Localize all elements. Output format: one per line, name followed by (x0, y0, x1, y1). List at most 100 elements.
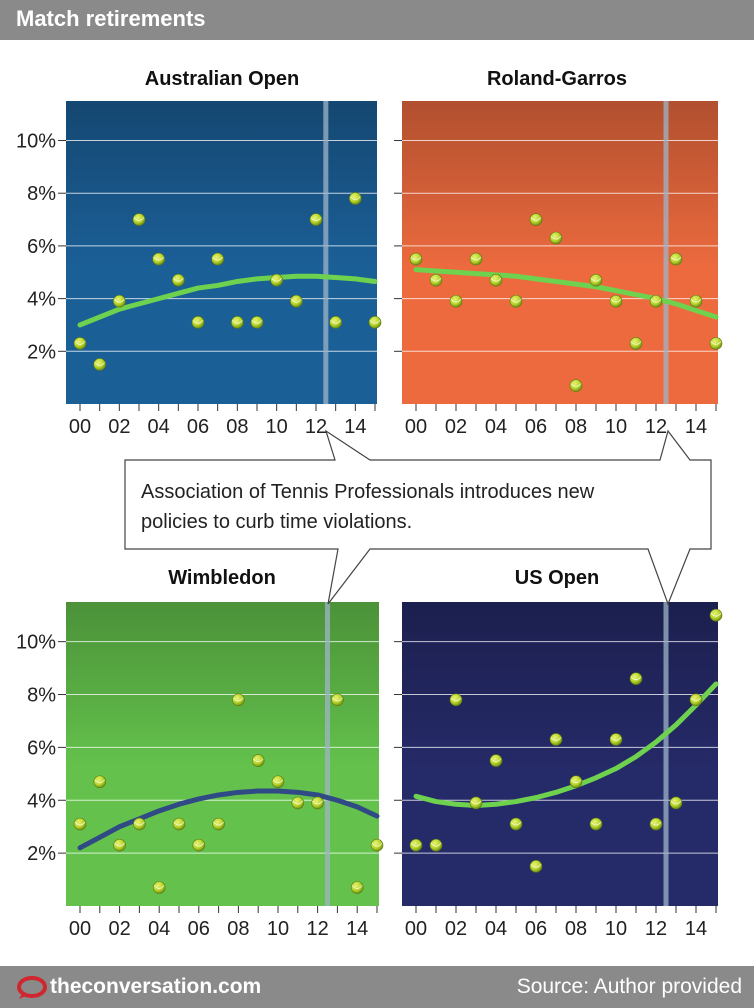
x-tick-label: 04 (148, 918, 170, 940)
data-point (469, 252, 483, 266)
x-tick-label: 00 (405, 918, 427, 940)
data-point (629, 337, 643, 350)
data-point (529, 860, 543, 873)
y-tick-label: 10% (16, 632, 56, 654)
data-point (529, 213, 543, 226)
callout-text-line: policies to curb time violations. (141, 511, 412, 533)
y-tick-label: 8% (27, 183, 56, 205)
panel-title: Wimbledon (168, 567, 276, 589)
data-point (589, 817, 603, 831)
data-point (350, 881, 364, 894)
data-point (609, 294, 623, 308)
x-tick-label: 12 (305, 416, 327, 438)
callout-text-line: Association of Tennis Professionals intr… (141, 481, 595, 503)
data-point (589, 273, 603, 287)
x-tick-label: 14 (685, 918, 707, 940)
data-point (649, 294, 663, 308)
chart-area: Australian Open 2% 4% 6% 8% 10% 00 02 04 06 08 10 12… (16, 68, 723, 940)
page-title: Match retirements (16, 6, 206, 31)
data-point (549, 231, 563, 245)
x-tick-label: 04 (148, 416, 170, 438)
data-point (449, 294, 463, 308)
data-point (311, 796, 324, 810)
data-point (409, 838, 423, 852)
data-point (191, 316, 205, 329)
x-tick-label: 02 (108, 416, 130, 438)
x-tick-label: 10 (605, 918, 627, 940)
data-point (152, 252, 165, 266)
data-point (509, 294, 523, 308)
x-tick-label: 02 (445, 416, 467, 438)
data-point (212, 817, 225, 831)
data-point (669, 796, 683, 810)
data-point (370, 838, 384, 852)
data-point (232, 693, 245, 707)
data-point (113, 838, 126, 852)
y-tick-label: 4% (27, 790, 56, 812)
data-point (250, 316, 264, 329)
callout-shape (124, 429, 712, 606)
y-tick-label: 10% (16, 131, 56, 153)
x-tick-label: 00 (69, 416, 91, 438)
data-point (569, 775, 583, 789)
conversation-logo-icon (17, 976, 47, 999)
data-point (211, 252, 224, 266)
data-point (489, 754, 503, 767)
data-point (709, 608, 723, 622)
x-tick-label: 14 (685, 416, 707, 438)
data-point (231, 316, 244, 329)
callout-box: Association of Tennis Professionals intr… (124, 429, 712, 606)
data-point (569, 379, 583, 392)
x-tick-label: 10 (605, 416, 627, 438)
trend-line (77, 788, 380, 851)
x-tick-label: 04 (485, 918, 507, 940)
data-point (409, 252, 423, 266)
data-point (609, 733, 623, 746)
x-tick-label: 06 (188, 918, 210, 940)
data-point (669, 252, 683, 266)
data-point (93, 775, 107, 789)
data-point (192, 838, 206, 852)
data-point (331, 693, 344, 707)
data-point (133, 817, 146, 831)
data-point (329, 316, 342, 329)
x-tick-label: 14 (344, 416, 366, 438)
x-tick-label: 14 (346, 918, 368, 940)
x-tick-label: 12 (306, 918, 328, 940)
y-tick-label: 6% (27, 737, 56, 759)
data-point (73, 337, 87, 350)
chart-panel-4: US Open 00 02 04 06 08 10 12 14 (394, 567, 723, 940)
x-tick-label: 02 (445, 918, 467, 940)
x-tick-label: 12 (645, 918, 667, 940)
y-tick-label: 2% (27, 843, 56, 865)
x-tick-label: 00 (69, 918, 91, 940)
data-point (172, 273, 185, 287)
x-tick-label: 06 (525, 918, 547, 940)
plot-shading (66, 602, 379, 770)
data-point (469, 796, 483, 810)
brand-text[interactable]: theconversation.com (50, 975, 262, 998)
x-tick-label: 00 (405, 416, 427, 438)
data-point (113, 294, 126, 308)
panel-title: US Open (515, 567, 599, 589)
x-tick-label: 08 (565, 416, 587, 438)
plot-shading (66, 101, 377, 268)
data-point (449, 693, 463, 707)
y-tick-label: 4% (27, 289, 56, 311)
data-point (349, 192, 362, 205)
panel-title: Roland-Garros (487, 68, 627, 90)
y-tick-label: 8% (27, 685, 56, 707)
data-point (271, 775, 285, 789)
data-point (709, 337, 723, 350)
data-point (629, 672, 643, 685)
data-point (172, 817, 186, 831)
data-point (689, 294, 703, 308)
data-point (429, 838, 443, 852)
data-point (509, 817, 523, 831)
panel-title: Australian Open (145, 68, 299, 90)
chart-panel-1: Australian Open 2% 4% 6% 8% 10% 00 02 04 06 08 10 12… (16, 68, 382, 438)
data-point (251, 754, 265, 767)
data-point (368, 316, 382, 329)
x-tick-label: 10 (267, 918, 289, 940)
trend-line (413, 267, 719, 320)
